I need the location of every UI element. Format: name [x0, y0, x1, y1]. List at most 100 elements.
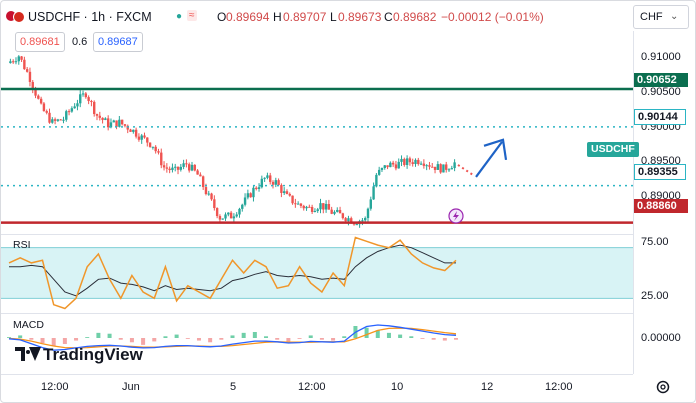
candle-body: [277, 180, 280, 186]
currency-button-label: CHF: [640, 11, 663, 23]
candle-body: [112, 120, 115, 123]
candle-body: [442, 164, 445, 173]
candle-body: [352, 223, 356, 225]
macd-histogram-bar: [319, 338, 324, 340]
candle-body: [210, 193, 213, 200]
rsi-signal-line: [9, 244, 456, 297]
candle-body: [375, 174, 378, 187]
candle-body: [445, 164, 448, 170]
candle-body: [282, 191, 286, 193]
currency-button[interactable]: CHF ⌄: [633, 5, 689, 29]
macd-histogram-bar: [454, 338, 458, 340]
time-axis-divider: [1, 374, 633, 375]
candle-body: [391, 162, 395, 165]
rsi-title: RSI: [13, 239, 31, 251]
candle-body: [255, 187, 258, 189]
time-tick: 12:00: [41, 381, 69, 393]
candle-body: [369, 199, 372, 209]
candle-body: [17, 56, 20, 62]
candle-body: [428, 165, 431, 167]
tradingview-logo[interactable]: TradingView: [15, 345, 143, 367]
pane-divider-rsi[interactable]: [1, 234, 633, 235]
ohlc-low: 0.89673: [338, 10, 382, 24]
time-tick: 12:00: [298, 381, 326, 393]
candle-body: [207, 193, 210, 195]
candle-body: [319, 203, 322, 210]
macd-histogram-bar: [264, 336, 269, 338]
rsi-tick: 25.00: [641, 290, 669, 302]
candle-body: [168, 168, 171, 171]
time-tick: 12: [481, 381, 494, 393]
macd-histogram-bar: [141, 338, 146, 345]
candle-body: [411, 162, 414, 165]
candle-body: [313, 210, 317, 212]
candle-body: [162, 165, 166, 168]
pane-divider-macd[interactable]: [1, 313, 633, 314]
candle-body: [316, 209, 319, 211]
candle-body: [389, 162, 392, 168]
candle-body: [380, 167, 384, 170]
candle-body: [341, 213, 345, 219]
candle-body: [224, 214, 227, 219]
candle-body: [171, 167, 174, 171]
candle-body: [397, 161, 400, 169]
candle-body: [229, 212, 233, 219]
lightning-icon: [453, 211, 459, 221]
price-axis-divider: [633, 31, 634, 374]
macd-histogram-bar: [40, 338, 45, 344]
candle-body: [288, 193, 291, 196]
buy-button[interactable]: 0.89687: [93, 32, 143, 52]
candle-body: [59, 119, 62, 121]
candle-body: [355, 224, 359, 226]
candle-body: [336, 209, 339, 212]
candle-body: [93, 101, 96, 115]
candle-body: [45, 111, 48, 113]
macd-histogram-bar: [85, 337, 90, 338]
candle-body: [403, 158, 406, 165]
candle-body: [11, 61, 15, 63]
candle-body: [42, 103, 46, 112]
settings-gear-icon[interactable]: [655, 379, 671, 395]
candle-body: [14, 61, 18, 63]
support-price-badge: 0.88860: [634, 199, 688, 213]
candle-body: [187, 164, 191, 171]
candle-body: [199, 174, 202, 177]
time-tick: 12:00: [545, 381, 573, 393]
candle-body: [414, 159, 417, 165]
candle-body: [366, 208, 370, 219]
candle-body: [70, 108, 74, 112]
price-tick: 0.90500: [641, 86, 681, 98]
sell-button[interactable]: 0.89681: [15, 32, 65, 52]
macd-histogram-bar: [74, 338, 79, 341]
flag-icon-usd: [6, 11, 16, 21]
candle-body: [98, 115, 101, 118]
candle-body: [327, 203, 331, 210]
candle-body: [361, 220, 364, 222]
symbol-title[interactable]: USDCHF · 1h · FXCM: [28, 10, 152, 24]
macd-histogram-bar: [375, 330, 380, 338]
projection-arrow-line: [475, 141, 503, 178]
candle-body: [453, 162, 456, 169]
candle-body: [344, 218, 347, 222]
rsi-band: [1, 247, 633, 299]
ohlc-close: 0.89682: [393, 10, 437, 24]
macd-histogram-bar: [7, 337, 11, 338]
macd-histogram-bar: [185, 338, 190, 339]
candle-body: [132, 129, 135, 132]
macd-histogram-bar: [398, 334, 403, 338]
candle-body: [34, 88, 37, 96]
macd-histogram-bar: [342, 336, 347, 338]
candle-body: [333, 211, 336, 214]
macd-histogram-bar: [331, 338, 336, 341]
macd-histogram-bar: [275, 338, 280, 340]
macd-histogram-bar: [386, 332, 391, 338]
candle-body: [204, 187, 208, 195]
candle-body: [330, 209, 333, 214]
ohlc-close-label: C: [384, 10, 393, 24]
candle-body: [53, 119, 57, 121]
candle-body: [76, 103, 79, 107]
candle-body: [218, 216, 222, 220]
candle-body: [302, 205, 305, 209]
candle-body: [271, 181, 275, 185]
